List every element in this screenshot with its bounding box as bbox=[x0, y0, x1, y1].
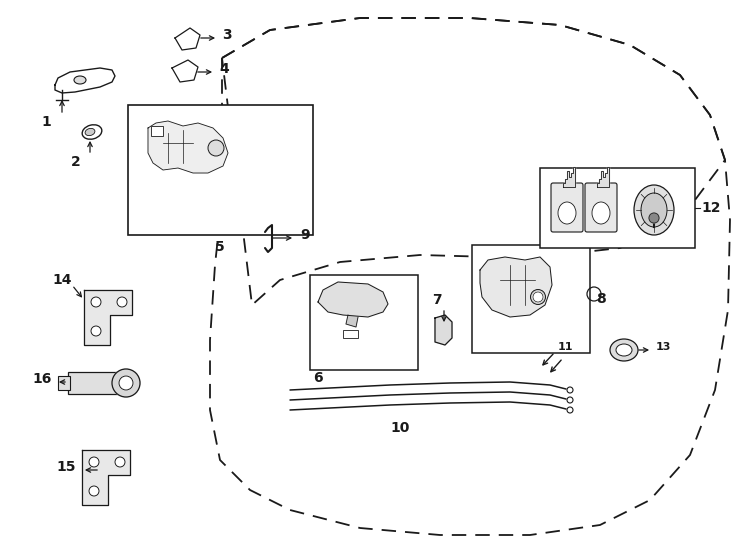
Text: 4: 4 bbox=[219, 62, 229, 76]
Ellipse shape bbox=[208, 140, 224, 156]
FancyBboxPatch shape bbox=[585, 183, 617, 232]
Text: 12: 12 bbox=[701, 201, 721, 215]
Bar bbox=[128, 105, 313, 235]
Circle shape bbox=[89, 457, 99, 467]
Circle shape bbox=[567, 387, 573, 393]
Text: 9: 9 bbox=[300, 228, 310, 242]
Text: 2: 2 bbox=[71, 155, 81, 169]
Text: 6: 6 bbox=[313, 371, 323, 385]
Polygon shape bbox=[346, 315, 358, 327]
Ellipse shape bbox=[85, 129, 95, 136]
Polygon shape bbox=[435, 315, 452, 345]
Ellipse shape bbox=[634, 185, 674, 235]
Polygon shape bbox=[480, 257, 552, 317]
Ellipse shape bbox=[531, 289, 545, 305]
FancyBboxPatch shape bbox=[551, 183, 583, 232]
Circle shape bbox=[567, 397, 573, 403]
Circle shape bbox=[567, 407, 573, 413]
Bar bbox=[540, 168, 695, 248]
Text: 5: 5 bbox=[215, 240, 225, 254]
Circle shape bbox=[533, 292, 543, 302]
Circle shape bbox=[91, 326, 101, 336]
Bar bbox=[310, 275, 418, 370]
Bar bbox=[58, 376, 70, 390]
Circle shape bbox=[119, 376, 133, 390]
Polygon shape bbox=[148, 121, 228, 173]
Bar bbox=[151, 126, 163, 136]
Ellipse shape bbox=[74, 76, 86, 84]
Ellipse shape bbox=[641, 193, 667, 227]
Text: 16: 16 bbox=[32, 372, 51, 386]
Bar bbox=[343, 330, 358, 338]
Polygon shape bbox=[563, 167, 575, 187]
Polygon shape bbox=[84, 290, 132, 345]
Text: 10: 10 bbox=[390, 421, 410, 435]
Text: 8: 8 bbox=[596, 292, 606, 306]
Bar bbox=[472, 245, 590, 353]
Text: 13: 13 bbox=[656, 342, 672, 352]
Ellipse shape bbox=[558, 202, 576, 224]
Polygon shape bbox=[55, 68, 115, 93]
Polygon shape bbox=[172, 60, 198, 82]
Polygon shape bbox=[318, 282, 388, 317]
Circle shape bbox=[115, 457, 125, 467]
Ellipse shape bbox=[610, 339, 638, 361]
Text: 7: 7 bbox=[432, 293, 442, 307]
Text: 15: 15 bbox=[56, 460, 76, 474]
Circle shape bbox=[89, 486, 99, 496]
Text: 3: 3 bbox=[222, 28, 232, 42]
Bar bbox=[68, 372, 118, 394]
Circle shape bbox=[112, 369, 140, 397]
Ellipse shape bbox=[592, 202, 610, 224]
Polygon shape bbox=[175, 28, 200, 50]
Circle shape bbox=[117, 297, 127, 307]
Text: 14: 14 bbox=[52, 273, 71, 287]
Ellipse shape bbox=[82, 125, 102, 139]
Polygon shape bbox=[82, 450, 130, 505]
Text: 11: 11 bbox=[558, 342, 573, 352]
Circle shape bbox=[91, 297, 101, 307]
Ellipse shape bbox=[616, 344, 632, 356]
Polygon shape bbox=[597, 167, 609, 187]
Text: 1: 1 bbox=[41, 115, 51, 129]
Circle shape bbox=[649, 213, 659, 223]
